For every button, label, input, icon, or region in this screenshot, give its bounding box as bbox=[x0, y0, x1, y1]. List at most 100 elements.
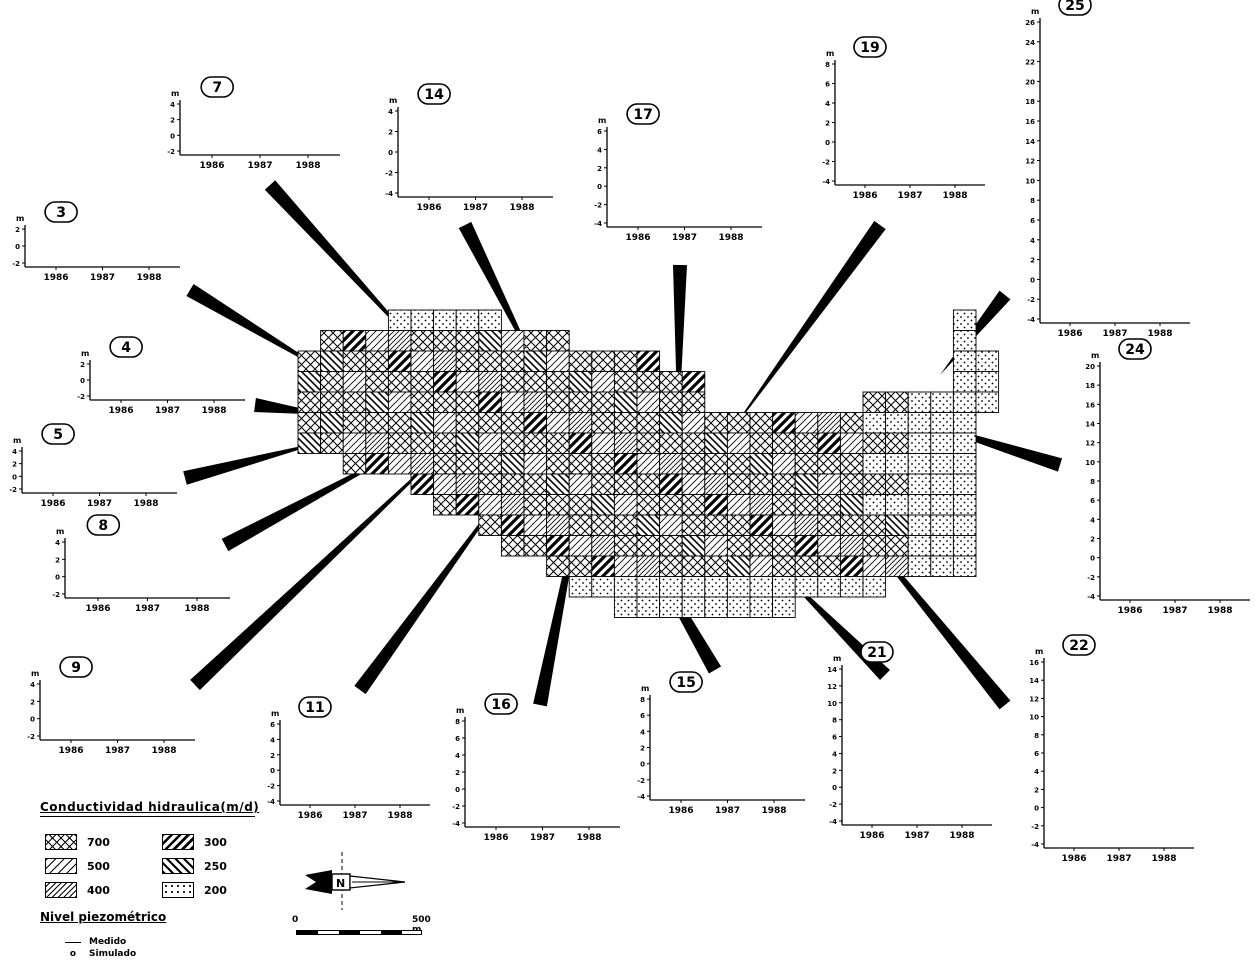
well-id-label: 5 bbox=[53, 427, 63, 443]
x-tick-label: 1988 bbox=[1207, 606, 1232, 616]
hydrograph-14: m 4 2 0 -2 -4 1986 1987 1988 14 bbox=[385, 83, 553, 213]
model-cell bbox=[568, 514, 593, 536]
model-cell bbox=[568, 350, 593, 372]
model-cell bbox=[523, 412, 548, 434]
y-unit-label: m bbox=[16, 214, 24, 223]
model-cell bbox=[591, 473, 615, 495]
y-tick-label: -2 bbox=[12, 260, 20, 268]
y-unit-label: m bbox=[456, 706, 464, 715]
model-cell bbox=[297, 412, 322, 434]
model-cell bbox=[772, 576, 796, 598]
model-cell bbox=[839, 555, 864, 577]
model-cell bbox=[591, 350, 615, 372]
model-cell bbox=[410, 371, 435, 393]
y-tick-label: 20 bbox=[1025, 78, 1035, 86]
model-cell bbox=[704, 412, 728, 434]
y-tick-label: 6 bbox=[270, 721, 275, 729]
model-cell bbox=[862, 555, 887, 577]
model-cell bbox=[500, 514, 525, 536]
model-cell bbox=[342, 453, 367, 475]
model-cell bbox=[659, 596, 683, 618]
model-cell bbox=[591, 535, 615, 557]
y-unit-label: m bbox=[171, 89, 179, 98]
model-cell bbox=[523, 535, 548, 557]
model-cell bbox=[839, 473, 864, 495]
y-tick-label: 0 bbox=[1090, 555, 1095, 563]
y-tick-label: 2 bbox=[455, 769, 460, 777]
model-cell bbox=[885, 494, 909, 516]
model-cell bbox=[659, 453, 683, 475]
model-cell bbox=[952, 535, 977, 557]
model-cell bbox=[726, 453, 751, 475]
model-cell bbox=[387, 371, 412, 393]
y-tick-label: 26 bbox=[1025, 19, 1035, 27]
model-cell bbox=[387, 309, 412, 331]
model-cell bbox=[613, 371, 638, 393]
model-cell bbox=[613, 473, 638, 495]
y-tick-label: 14 bbox=[1029, 677, 1039, 685]
model-cell bbox=[659, 494, 683, 516]
y-tick-label: 2 bbox=[170, 117, 175, 125]
model-cell bbox=[952, 494, 977, 516]
model-cell bbox=[546, 391, 570, 413]
x-tick-label: 1986 bbox=[852, 191, 877, 201]
well-id-badge bbox=[109, 336, 143, 358]
model-cell bbox=[478, 473, 502, 495]
y-tick-label: -2 bbox=[27, 733, 35, 741]
model-cell bbox=[681, 371, 706, 393]
model-cell bbox=[794, 555, 819, 577]
x-tick-label: 1988 bbox=[201, 406, 226, 416]
x-tick-label: 1987 bbox=[1162, 606, 1187, 616]
hydrograph-22: m 16 14 12 10 8 6 4 2 0 -2 -4 1986 1987 1988 22 bbox=[1029, 634, 1194, 864]
well-id-label: 3 bbox=[56, 205, 66, 221]
model-cell bbox=[523, 432, 548, 454]
model-cell bbox=[975, 371, 1000, 393]
legend-label: 400 bbox=[87, 883, 110, 897]
model-cell bbox=[659, 432, 683, 454]
model-cell bbox=[794, 494, 819, 516]
model-cell bbox=[930, 391, 954, 413]
model-cell bbox=[975, 350, 1000, 372]
model-cell bbox=[636, 432, 661, 454]
model-cell bbox=[726, 473, 751, 495]
model-cell bbox=[410, 412, 435, 434]
y-tick-label: 0 bbox=[1030, 276, 1035, 284]
model-cell bbox=[546, 514, 570, 536]
model-cell bbox=[839, 412, 864, 434]
well-id-label: 21 bbox=[867, 645, 886, 661]
north-label: N bbox=[336, 877, 345, 890]
well-id-badge bbox=[1058, 0, 1092, 16]
model-cell bbox=[839, 453, 864, 475]
model-cell bbox=[704, 596, 728, 618]
model-cell bbox=[952, 412, 977, 434]
model-cell bbox=[387, 330, 412, 352]
model-cell bbox=[613, 555, 638, 577]
simulated-label: Simulado bbox=[89, 949, 137, 959]
model-cell bbox=[523, 494, 548, 516]
y-tick-label: -4 bbox=[829, 818, 837, 826]
model-cell bbox=[704, 514, 728, 536]
y-tick-label: -4 bbox=[1087, 593, 1095, 601]
model-cell bbox=[433, 309, 457, 331]
model-cell bbox=[500, 432, 525, 454]
model-cell bbox=[749, 432, 774, 454]
model-cell bbox=[862, 494, 887, 516]
model-cell bbox=[546, 453, 570, 475]
model-cell bbox=[591, 494, 615, 516]
well-id-label: 9 bbox=[71, 660, 81, 676]
well-id-label: 14 bbox=[424, 87, 444, 103]
model-cell bbox=[681, 391, 706, 413]
model-cell bbox=[478, 309, 502, 331]
x-tick-label: 1988 bbox=[576, 833, 601, 843]
model-cell bbox=[455, 309, 480, 331]
model-cell bbox=[546, 432, 570, 454]
model-cell bbox=[772, 453, 796, 475]
model-cell bbox=[885, 391, 909, 413]
model-cell bbox=[410, 432, 435, 454]
y-tick-label: 4 bbox=[1030, 237, 1035, 245]
y-tick-label: 2 bbox=[825, 120, 830, 128]
connector-wedge bbox=[190, 425, 470, 691]
model-cell bbox=[500, 453, 525, 475]
legend-item: 250 bbox=[162, 858, 227, 874]
x-tick-label: 1986 bbox=[625, 233, 650, 243]
